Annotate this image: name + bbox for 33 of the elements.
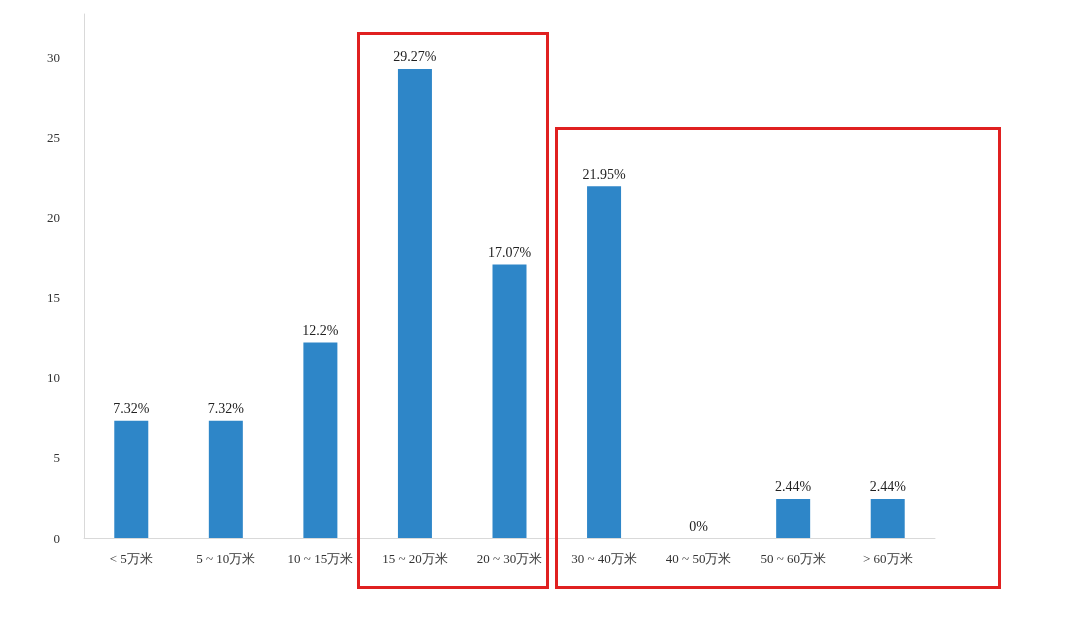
- y-tick-label: 10: [47, 370, 60, 386]
- y-tick-label: 15: [47, 290, 60, 306]
- x-tick-label: 30 ~ 40万米: [571, 551, 637, 566]
- x-tick-label: 10 ~ 15万米: [287, 551, 354, 566]
- x-tick-label: > 60万米: [862, 551, 913, 566]
- x-tick-label: 50 ~ 60万米: [760, 551, 826, 566]
- data-label: 29.27%: [393, 49, 437, 65]
- y-tick-label: 20: [47, 210, 60, 226]
- x-tick-label: 5 ~ 10万米: [196, 551, 256, 566]
- x-tick-label: 40 ~ 50万米: [665, 551, 732, 566]
- data-label: 7.32%: [113, 401, 150, 417]
- x-tick-label: 20 ~ 30万米: [476, 551, 543, 566]
- x-tick-label: 15 ~ 20万米: [382, 551, 448, 566]
- y-tick-label: 30: [47, 49, 60, 65]
- data-label: 17.07%: [487, 244, 532, 260]
- bar: [776, 498, 811, 538]
- bar: [870, 498, 905, 538]
- data-label: 0%: [689, 518, 709, 534]
- data-label: 2.44%: [869, 479, 907, 495]
- bar: [397, 68, 432, 538]
- data-label: 2.44%: [775, 479, 812, 495]
- bar: [303, 342, 338, 538]
- bar: [114, 420, 149, 538]
- bar: [492, 264, 527, 538]
- data-label: 12.2%: [302, 323, 339, 338]
- y-tick-label: 25: [47, 129, 60, 145]
- bar: [587, 186, 622, 538]
- data-label: 21.95%: [582, 166, 626, 182]
- bar: [208, 420, 243, 538]
- data-label: 7.32%: [207, 401, 245, 417]
- y-tick-label: 0: [53, 530, 60, 546]
- x-tick-label: < 5万米: [109, 551, 153, 566]
- y-tick-label: 5: [53, 450, 60, 466]
